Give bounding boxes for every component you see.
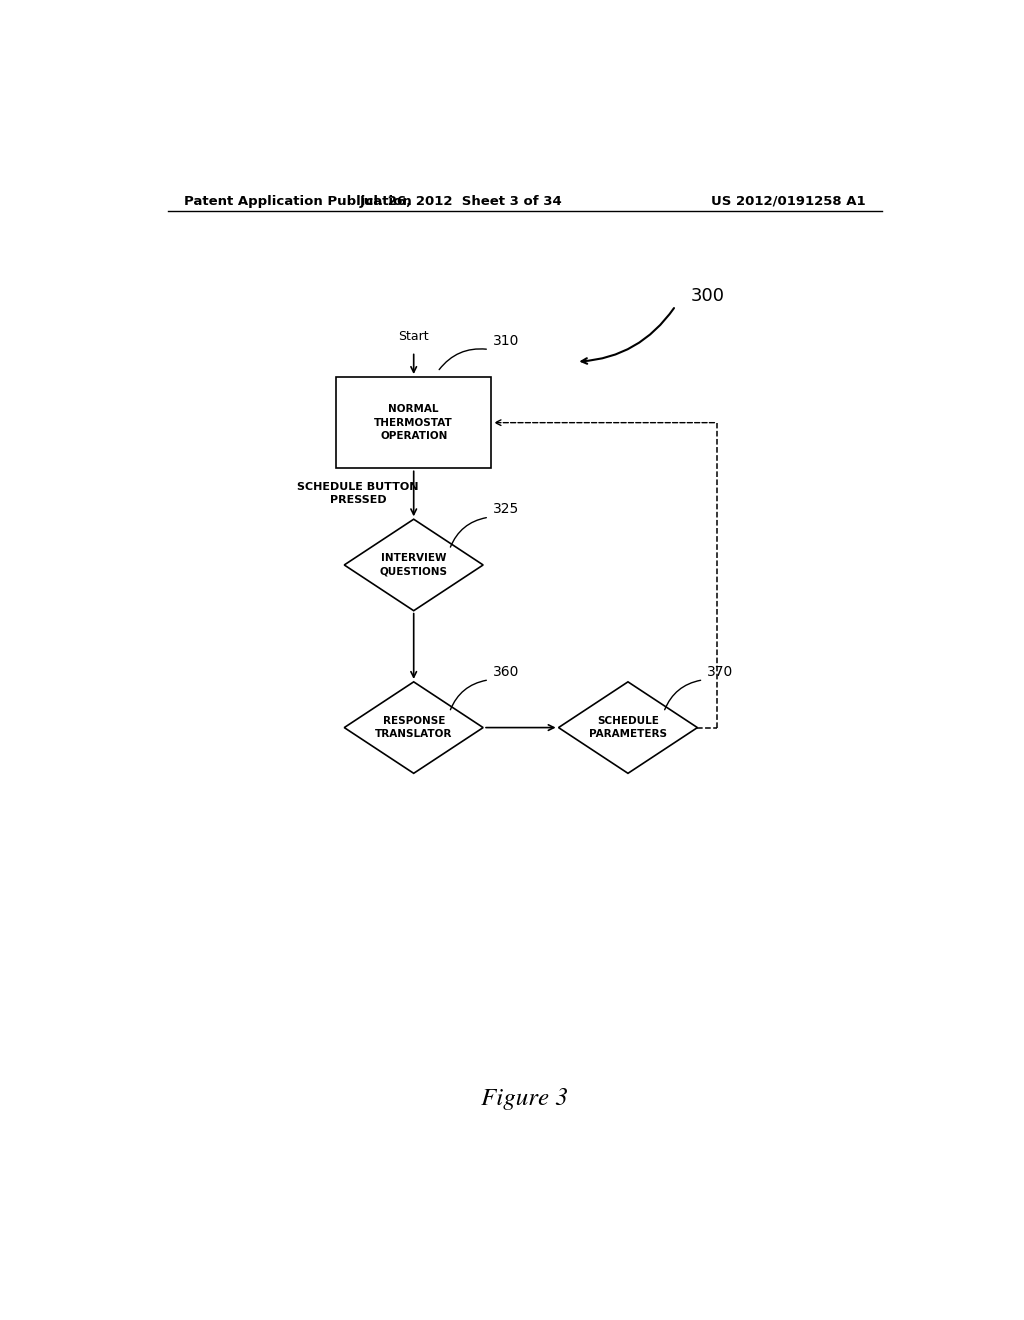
Text: 310: 310: [494, 334, 519, 348]
Text: 325: 325: [494, 502, 519, 516]
Text: US 2012/0191258 A1: US 2012/0191258 A1: [712, 194, 866, 207]
Text: 370: 370: [708, 665, 733, 678]
Text: Figure 3: Figure 3: [481, 1088, 568, 1110]
Text: 360: 360: [494, 665, 519, 678]
Text: SCHEDULE
PARAMETERS: SCHEDULE PARAMETERS: [589, 715, 667, 739]
Polygon shape: [344, 519, 483, 611]
Text: Start: Start: [398, 330, 429, 343]
Text: SCHEDULE BUTTON
PRESSED: SCHEDULE BUTTON PRESSED: [297, 482, 419, 506]
Text: Jul. 26, 2012  Sheet 3 of 34: Jul. 26, 2012 Sheet 3 of 34: [360, 194, 562, 207]
FancyBboxPatch shape: [336, 378, 492, 469]
Text: 300: 300: [690, 286, 724, 305]
Text: RESPONSE
TRANSLATOR: RESPONSE TRANSLATOR: [375, 715, 453, 739]
Polygon shape: [558, 682, 697, 774]
Text: NORMAL
THERMOSTAT
OPERATION: NORMAL THERMOSTAT OPERATION: [375, 404, 453, 441]
Text: Patent Application Publication: Patent Application Publication: [183, 194, 412, 207]
Text: INTERVIEW
QUESTIONS: INTERVIEW QUESTIONS: [380, 553, 447, 577]
Polygon shape: [344, 682, 483, 774]
